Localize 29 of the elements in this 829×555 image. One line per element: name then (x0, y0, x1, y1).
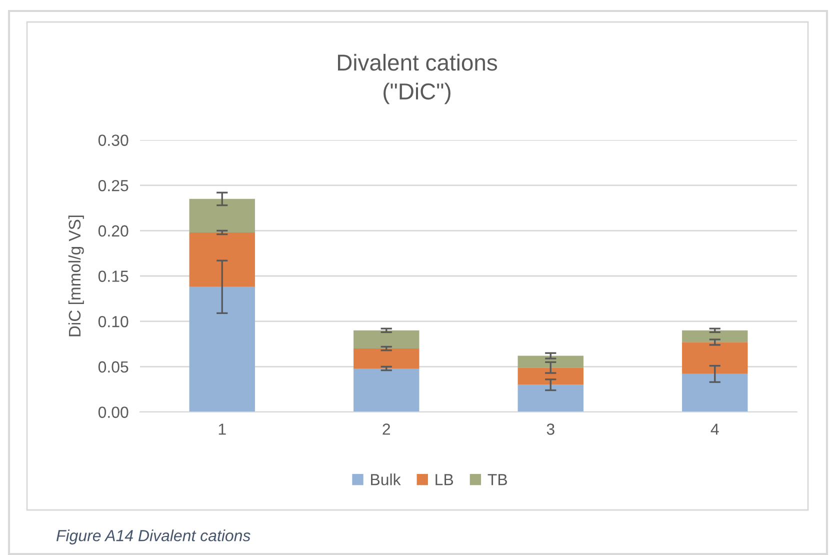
bar (518, 356, 584, 368)
chart-title: Divalent cations ("DiC") (338, 54, 498, 104)
bar (354, 330, 420, 349)
x-tick-label: 3 (546, 424, 554, 435)
bar (518, 368, 584, 385)
y-tick-label: 0.00 (98, 406, 128, 418)
bar (354, 368, 420, 412)
x-tick-label: 2 (382, 424, 390, 435)
bar (682, 342, 748, 374)
bar (189, 232, 255, 287)
y-tick-label: 0.10 (98, 316, 128, 328)
x-tick-label: 4 (710, 424, 719, 435)
caption: Figure A14 Divalent cations (56, 530, 250, 544)
bar (189, 286, 255, 412)
y-tick-label: 0.15 (98, 270, 128, 282)
bar (682, 374, 748, 412)
y-axis-title: DiC [mmol/g VS] (68, 216, 84, 336)
bar (354, 348, 420, 368)
y-tick-label: 0.05 (98, 361, 128, 373)
bar (682, 330, 748, 342)
bar (189, 198, 255, 232)
y-tick-label: 0.30 (98, 134, 128, 146)
x-tick-label: 1 (218, 424, 226, 435)
legend-label: TB (488, 474, 507, 486)
y-tick-label: 0.20 (98, 225, 128, 237)
legend-label: Bulk (371, 474, 401, 486)
y-tick-label: 0.25 (98, 180, 128, 192)
legend-label: LB (436, 474, 454, 486)
bar (518, 384, 584, 412)
